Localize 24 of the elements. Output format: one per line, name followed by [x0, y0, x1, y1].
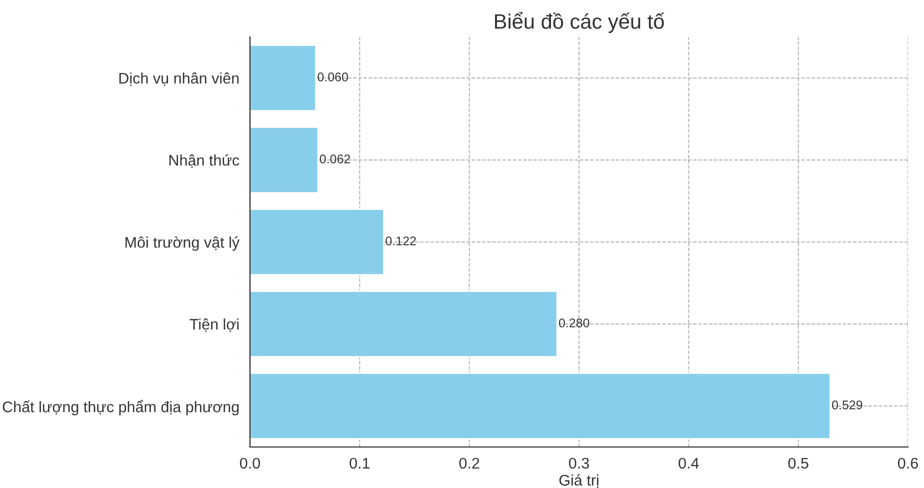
y-tick-label: Chất lượng thực phẩm địa phương [2, 400, 239, 416]
x-axis-title: Giá trị [559, 474, 598, 488]
y-tick-label: Tiện lợi [190, 318, 239, 332]
bar [250, 290, 558, 358]
bar [250, 126, 319, 194]
x-tick-label: 0.3 [568, 458, 589, 469]
x-tick-label: 0.2 [459, 458, 480, 469]
bar [250, 44, 316, 112]
chart-title: Biểu đồ các yếu tố [495, 12, 664, 33]
data-label: 0.062 [320, 154, 350, 164]
x-tick-label: 0.4 [678, 458, 699, 469]
x-tick-label: 0.0 [240, 458, 260, 469]
data-label: 0.122 [386, 236, 416, 246]
data-label: 0.060 [318, 72, 348, 82]
y-tick-label: Môi trường vật lý [126, 236, 240, 251]
bar [250, 208, 384, 276]
bar [250, 372, 831, 440]
x-tick-label: 0.5 [788, 458, 808, 469]
y-tick-label: Nhận thức [169, 154, 240, 168]
x-tick-label: 0.6 [898, 458, 918, 469]
data-label: 0.280 [558, 318, 590, 328]
data-label: 0.529 [832, 400, 862, 410]
x-tick-label: 0.1 [350, 458, 370, 469]
y-tick-label: Dịch vụ nhân viên [119, 72, 239, 86]
